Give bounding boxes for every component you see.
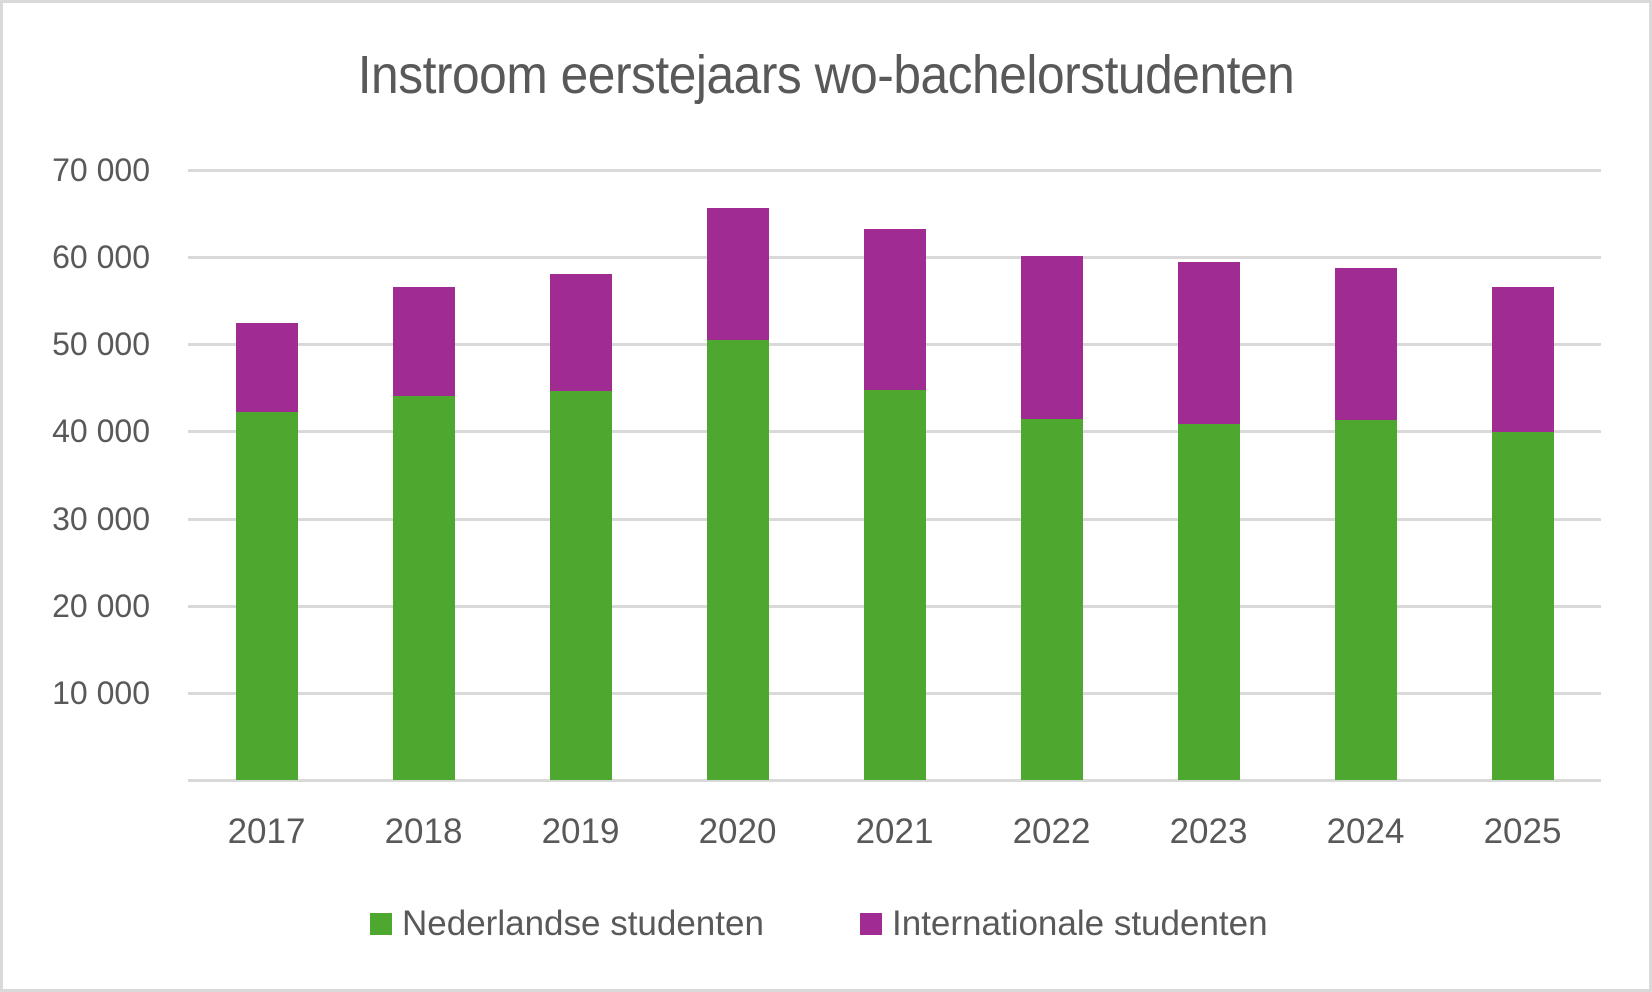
- bar-2017: [235, 322, 298, 781]
- y-tick-label: 20 000: [52, 587, 150, 624]
- x-tick-label: 2025: [1483, 812, 1562, 851]
- y-tick-label: 30 000: [52, 500, 150, 537]
- x-tick-label: 2020: [698, 812, 777, 851]
- x-axis-line: [188, 779, 1601, 782]
- y-tick-label: 70 000: [52, 152, 150, 188]
- bar-segment-internationale-studenten: [549, 273, 612, 392]
- x-tick-label: 2017: [227, 812, 306, 851]
- bar-2023: [1177, 262, 1240, 780]
- bar-2025: [1491, 286, 1554, 780]
- bar-segment-nederlandse-studenten: [863, 389, 926, 780]
- bar-2024: [1334, 268, 1397, 780]
- x-tick-label: 2019: [541, 812, 620, 851]
- bar-2021: [863, 229, 926, 780]
- bar-2018: [392, 286, 455, 780]
- bar-segment-nederlandse-studenten: [706, 339, 769, 780]
- y-tick-label: 10 000: [52, 674, 150, 711]
- bar-segment-internationale-studenten: [1020, 256, 1083, 420]
- legend-swatch-icon: [860, 913, 882, 935]
- bar-segment-nederlandse-studenten: [549, 391, 612, 780]
- y-tick-label: 50 000: [52, 326, 150, 363]
- bar-segment-nederlandse-studenten: [235, 412, 298, 780]
- legend: Nederlandse studenten Internationale stud…: [0, 902, 1652, 946]
- x-tick-label: 2022: [1012, 812, 1091, 851]
- x-tick-label: 2018: [384, 812, 463, 851]
- bar-segment-nederlandse-studenten: [1020, 419, 1083, 780]
- gridline: [188, 169, 1601, 172]
- bar-segment-nederlandse-studenten: [392, 395, 455, 780]
- bar-segment-internationale-studenten: [706, 208, 769, 340]
- bar-segment-nederlandse-studenten: [1177, 424, 1240, 780]
- legend-item-nederlandse-studenten: Nederlandse studenten: [370, 902, 764, 946]
- bar-2022: [1020, 256, 1083, 780]
- bar-segment-internationale-studenten: [1334, 268, 1397, 421]
- chart-title: Instroom eerstejaars wo-bachelorstudente…: [357, 45, 1295, 105]
- bar-segment-internationale-studenten: [863, 229, 926, 390]
- bar-segment-nederlandse-studenten: [1491, 432, 1554, 780]
- x-tick-label: 2023: [1169, 812, 1248, 851]
- legend-label: Internationale studenten: [892, 904, 1268, 943]
- bar-segment-internationale-studenten: [392, 286, 455, 396]
- bar-2019: [549, 273, 612, 780]
- bar-2020: [706, 208, 769, 780]
- legend-item-internationale-studenten: Internationale studenten: [860, 902, 1268, 946]
- legend-swatch-icon: [370, 913, 392, 935]
- bar-segment-internationale-studenten: [235, 322, 298, 413]
- y-tick-label: 40 000: [52, 413, 150, 450]
- x-tick-label: 2024: [1326, 812, 1405, 851]
- x-tick-label: 2021: [855, 812, 934, 851]
- bar-segment-nederlandse-studenten: [1334, 420, 1397, 780]
- bar-segment-internationale-studenten: [1177, 262, 1240, 425]
- legend-label: Nederlandse studenten: [402, 904, 764, 943]
- y-tick-label: 60 000: [52, 239, 150, 276]
- bar-segment-internationale-studenten: [1491, 286, 1554, 433]
